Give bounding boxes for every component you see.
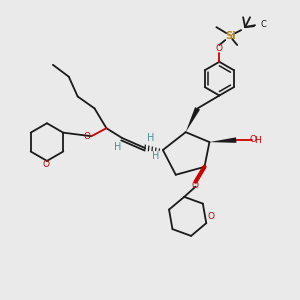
Text: O: O (43, 160, 50, 169)
Text: H: H (114, 142, 121, 152)
Text: O: O (83, 132, 90, 141)
Text: Si: Si (225, 31, 236, 41)
Text: O: O (250, 135, 256, 144)
Text: O: O (208, 212, 215, 221)
Text: H: H (147, 133, 155, 143)
Text: H: H (255, 136, 261, 145)
Text: H: H (152, 151, 160, 161)
Polygon shape (186, 107, 200, 132)
Text: C: C (260, 20, 266, 29)
Text: O: O (216, 44, 223, 53)
Text: O: O (191, 181, 198, 190)
Polygon shape (209, 137, 236, 143)
